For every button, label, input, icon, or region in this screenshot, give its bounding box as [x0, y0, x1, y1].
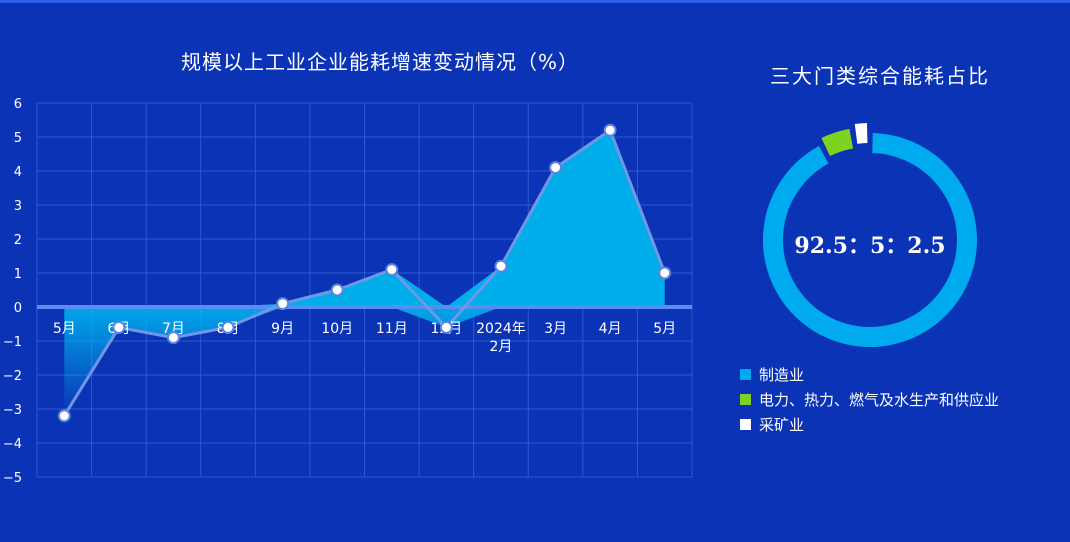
x-tick-label: 2024年 2月: [476, 321, 526, 355]
donut-chart-title: 三大门类综合能耗占比: [770, 64, 990, 88]
data-point: [221, 320, 235, 334]
x-tick-label-line: 9月: [271, 321, 294, 337]
series-line: [63, 128, 667, 417]
legend-label-mining: 采矿业: [759, 416, 805, 434]
x-tick-label-line: 2月: [489, 339, 512, 355]
y-tick-label: 3: [14, 199, 22, 214]
line-chart: 6543210−1−2−3−4−55月6月7月8月9月10月11月12月2024…: [3, 97, 693, 486]
x-tick-label: 7月: [162, 321, 185, 337]
donut-ratio-label: 92.5：5：2.5: [794, 233, 946, 259]
top-border-line: [0, 0, 1070, 3]
x-tick-label: 5月: [653, 321, 676, 337]
x-tick-label: 9月: [271, 321, 294, 337]
y-tick-label: 5: [14, 131, 22, 146]
data-point: [658, 266, 672, 280]
x-tick-label-line: 5月: [53, 321, 76, 337]
y-tick-label: −1: [3, 335, 22, 350]
y-tick-label: −5: [3, 471, 22, 486]
x-tick-label: 5月: [53, 321, 76, 337]
x-tick-label: 11月: [376, 321, 408, 337]
y-tick-label: −3: [3, 403, 22, 418]
legend-label-manufacturing: 制造业: [759, 366, 805, 384]
x-tick-label-line: 11月: [376, 321, 408, 337]
y-tick-label: −4: [3, 437, 22, 452]
data-point: [276, 297, 290, 311]
data-point: [330, 283, 344, 297]
y-tick-label: 6: [14, 97, 22, 112]
legend-label-utilities: 电力、热力、燃气及水生产和供应业: [759, 391, 1000, 409]
donut-chart: [763, 123, 977, 347]
x-tick-label: 3月: [544, 321, 567, 337]
area-fill-positive: [64, 130, 665, 307]
donut-slice: [854, 123, 868, 144]
data-point: [439, 320, 453, 334]
legend-swatch-manufacturing: [740, 369, 751, 380]
x-tick-label-line: 7月: [162, 321, 185, 337]
donut-legend: 制造业 电力、热力、燃气及水生产和供应业 采矿业: [740, 362, 999, 437]
data-point: [494, 259, 508, 273]
data-point: [385, 263, 399, 277]
y-tick-label: 1: [14, 267, 22, 282]
x-tick-label-line: 2024年: [476, 321, 526, 337]
data-point: [166, 331, 180, 345]
area-fill-negative: [64, 307, 665, 416]
data-point: [549, 161, 563, 175]
donut-slice: [821, 128, 854, 157]
y-tick-label: 2: [14, 233, 22, 248]
x-tick-label: 4月: [599, 321, 622, 337]
x-tick-label-line: 4月: [599, 321, 622, 337]
data-point: [57, 409, 71, 423]
legend-swatch-utilities: [740, 394, 751, 405]
x-tick-label-line: 10月: [321, 321, 353, 337]
line-chart-title: 规模以上工业企业能耗增速变动情况（%）: [180, 50, 579, 74]
x-tick-label-line: 3月: [544, 321, 567, 337]
legend-item-manufacturing[interactable]: 制造业: [740, 362, 999, 387]
data-point: [112, 320, 126, 334]
x-tick-label-line: 5月: [653, 321, 676, 337]
y-tick-label: 0: [14, 301, 22, 316]
legend-swatch-mining: [740, 419, 751, 430]
y-tick-label: 4: [14, 165, 22, 180]
data-point: [603, 123, 617, 137]
legend-item-mining[interactable]: 采矿业: [740, 412, 999, 437]
y-tick-label: −2: [3, 369, 22, 384]
x-tick-label: 10月: [321, 321, 353, 337]
donut-slice: [763, 133, 977, 347]
legend-item-utilities[interactable]: 电力、热力、燃气及水生产和供应业: [740, 387, 999, 412]
